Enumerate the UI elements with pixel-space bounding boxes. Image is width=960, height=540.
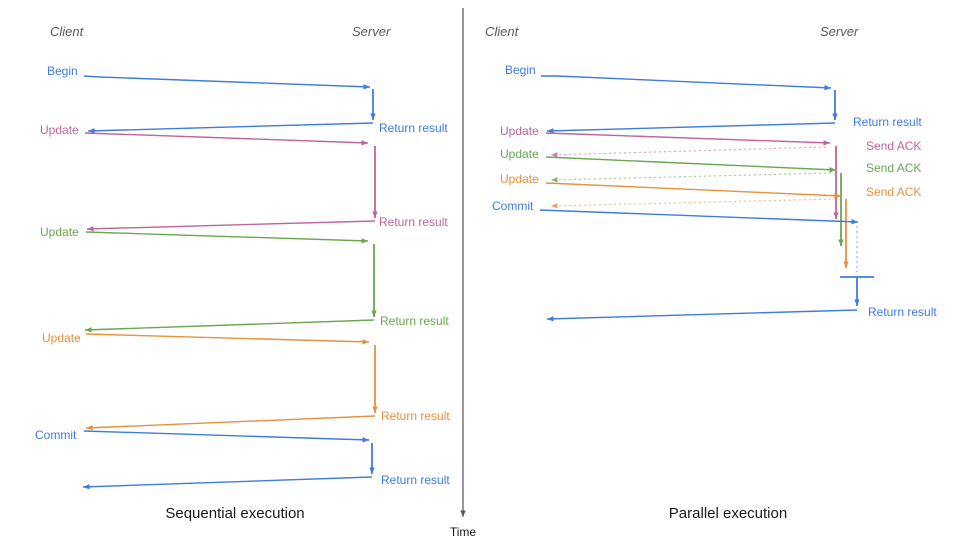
seq-return-result-1: Return result <box>379 121 448 135</box>
par-begin-label: Begin <box>505 63 536 77</box>
par-update1-ack <box>550 146 827 158</box>
par-update2-process <box>838 173 844 246</box>
seq-update-label-1: Update <box>40 123 79 137</box>
par-update1-process <box>833 146 839 219</box>
par-client-header: Client <box>485 24 520 39</box>
par-update3-process <box>843 199 849 268</box>
seq-commit-process <box>369 443 375 474</box>
par-commit-return <box>546 309 858 322</box>
seq-server-header: Server <box>352 24 391 39</box>
par-send-ack-2: Send ACK <box>866 161 921 175</box>
par-return-result-1: Return result <box>853 115 922 129</box>
time-axis-label: Time <box>450 525 477 539</box>
par-update-label-3: Update <box>500 172 539 186</box>
par-send-ack-1: Send ACK <box>866 139 921 153</box>
par-commit-request <box>539 209 859 225</box>
seq-update1-request <box>84 132 369 146</box>
seq-update-label-3: Update <box>42 331 81 345</box>
seq-update-label-2: Update <box>40 225 79 239</box>
par-update1-request <box>545 132 831 146</box>
seq-begin-request <box>83 75 371 90</box>
par-update3-ack <box>550 198 837 209</box>
par-update-label-1: Update <box>500 124 539 138</box>
par-return-result-2: Return result <box>868 305 937 319</box>
seq-update1-process <box>372 146 378 218</box>
seq-return-result-2: Return result <box>379 215 448 229</box>
arrows-layer <box>82 8 874 517</box>
par-caption: Parallel execution <box>669 505 787 522</box>
seq-return-result-5: Return result <box>381 473 450 487</box>
seq-commit-return <box>82 476 373 490</box>
par-commit-process <box>854 278 860 306</box>
par-begin-request <box>541 75 832 91</box>
seq-update3-request <box>85 333 370 345</box>
seq-begin-process <box>370 89 376 120</box>
par-begin-return <box>546 122 836 134</box>
par-send-ack-3: Send ACK <box>866 185 921 199</box>
seq-return-result-3: Return result <box>380 314 449 328</box>
par-begin-process <box>832 90 838 120</box>
seq-commit-label: Commit <box>35 428 77 442</box>
par-update2-request <box>545 156 837 173</box>
seq-update3-return <box>85 415 376 431</box>
seq-update1-return <box>86 220 376 232</box>
seq-update2-return <box>84 319 375 333</box>
par-update3-request <box>545 182 842 199</box>
time-axis <box>460 8 466 517</box>
par-commit-label: Commit <box>492 199 534 213</box>
seq-caption: Sequential execution <box>165 505 304 522</box>
par-update2-ack <box>550 172 832 183</box>
seq-update2-request <box>85 231 369 244</box>
par-update-label-2: Update <box>500 147 539 161</box>
par-server-header: Server <box>820 24 859 39</box>
seq-update3-process <box>372 345 378 413</box>
seq-begin-return <box>87 122 374 134</box>
seq-begin-label: Begin <box>47 64 78 78</box>
seq-client-header: Client <box>50 24 85 39</box>
seq-return-result-4: Return result <box>381 409 450 423</box>
seq-update2-process <box>371 244 377 317</box>
seq-commit-request <box>83 430 370 443</box>
labels-layer: Client Server Begin Return result Update Retu… <box>35 24 937 539</box>
